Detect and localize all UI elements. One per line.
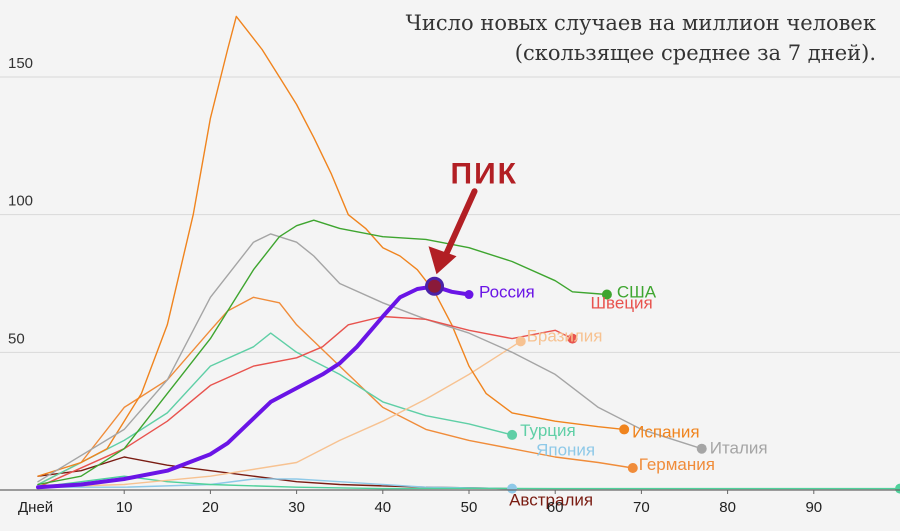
x-tick-label: 80	[719, 499, 736, 516]
series-label: США	[617, 283, 657, 302]
series-label: Австралия	[509, 491, 593, 510]
peak-label: ПИК	[451, 157, 518, 190]
series-line	[37, 296, 634, 486]
series-line	[37, 219, 608, 486]
series-line	[36, 284, 471, 490]
series-line	[37, 478, 513, 490]
series-end-marker	[507, 429, 518, 440]
series-label: Турция	[520, 421, 576, 440]
series-label: Испания	[632, 422, 699, 441]
series-line	[37, 315, 574, 488]
x-tick-label: 50	[461, 499, 478, 516]
peak-arrow-head	[428, 246, 457, 275]
series-line	[37, 340, 522, 488]
x-tick-label: 40	[374, 499, 391, 516]
series-line	[37, 456, 513, 490]
x-axis-label: Дней	[18, 499, 53, 516]
series-end-marker	[619, 424, 630, 435]
chart-title-line1: Число новых случаев на миллион человек	[405, 11, 876, 35]
x-tick-label: 10	[116, 499, 133, 516]
chart-title: Число новых случаев на миллион человек (…	[256, 8, 876, 68]
series-line	[37, 15, 625, 477]
series-line	[37, 332, 513, 486]
series-end-marker	[627, 462, 638, 473]
series-end-marker	[696, 443, 707, 454]
x-tick-label: 20	[202, 499, 219, 516]
chart-title-line2: (скользящее среднее за 7 дней).	[514, 41, 876, 65]
series-end-marker	[507, 483, 518, 494]
x-tick-label: 60	[547, 499, 564, 516]
series-label: Италия	[710, 439, 768, 458]
series-label: Бразилия	[527, 326, 603, 345]
series-label: Россия	[479, 283, 535, 302]
peak-point	[425, 276, 445, 296]
series-end-marker	[895, 483, 900, 494]
series-label: Германия	[639, 455, 715, 474]
x-tick-label: 30	[288, 499, 305, 516]
series-label: Швеция	[590, 294, 652, 313]
y-tick-label: 150	[8, 55, 33, 72]
y-tick-label: 50	[8, 330, 25, 347]
x-tick-label: 70	[633, 499, 650, 516]
series-end-marker	[515, 336, 526, 347]
series-end-marker	[601, 289, 612, 300]
series-end-marker	[567, 333, 578, 344]
series-label: Япония	[536, 441, 595, 460]
series-line	[37, 475, 900, 490]
series-line	[37, 233, 703, 483]
peak-arrow	[439, 188, 478, 266]
series-end-marker	[464, 290, 474, 300]
y-tick-label: 100	[8, 193, 33, 210]
x-tick-label: 90	[805, 499, 822, 516]
